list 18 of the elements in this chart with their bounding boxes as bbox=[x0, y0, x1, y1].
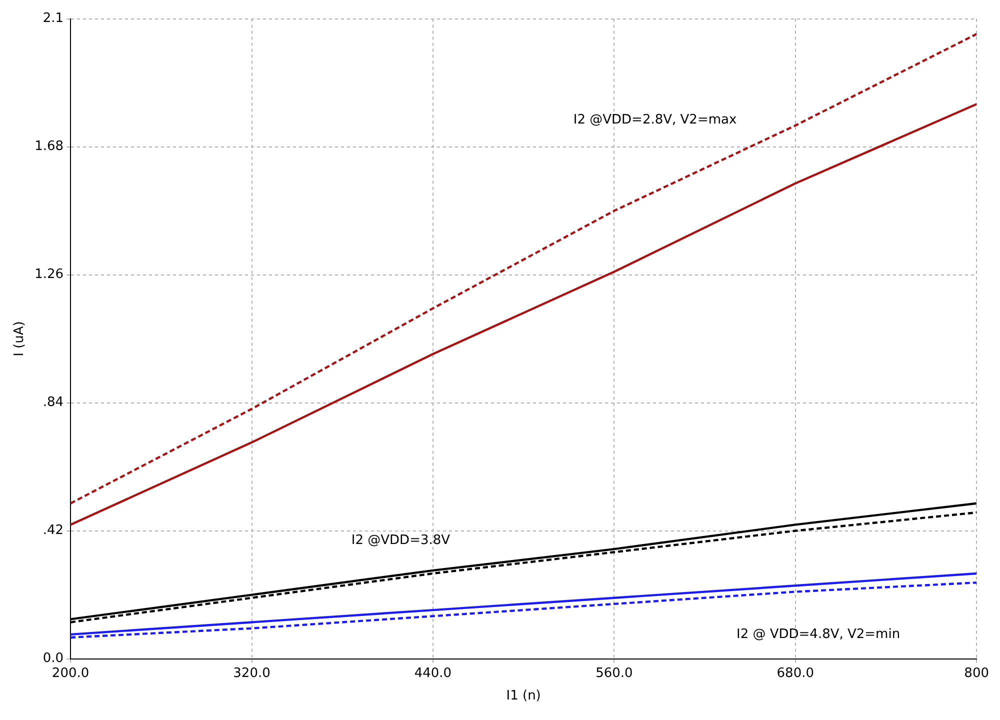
x-tick-label: 440.0 bbox=[414, 666, 452, 681]
x-tick-label: 320.0 bbox=[233, 666, 270, 681]
y-tick-label: .42 bbox=[42, 523, 64, 538]
x-tick-label: 800 bbox=[964, 666, 990, 681]
annotation: I2 @VDD=3.8V bbox=[351, 532, 450, 548]
y-tick-label: 1.26 bbox=[34, 267, 64, 282]
x-tick-label: 680.0 bbox=[776, 666, 814, 681]
x-tick-label: 560.0 bbox=[596, 666, 633, 681]
y-tick-label: 2.1 bbox=[42, 11, 64, 26]
y-tick-label: .84 bbox=[42, 395, 64, 410]
y-tick-label: 1.68 bbox=[34, 139, 64, 154]
x-axis-title: I1 (n) bbox=[506, 688, 541, 704]
line-series bbox=[70, 32, 977, 504]
y-tick-label: 0.0 bbox=[42, 651, 64, 666]
annotation: I2 @ VDD=4.8V, V2=min bbox=[736, 626, 900, 642]
x-tick-label: 200.0 bbox=[52, 666, 90, 681]
y-axis-title: I (uA) bbox=[12, 321, 28, 356]
annotation: I2 @VDD=2.8V, V2=max bbox=[573, 112, 737, 128]
